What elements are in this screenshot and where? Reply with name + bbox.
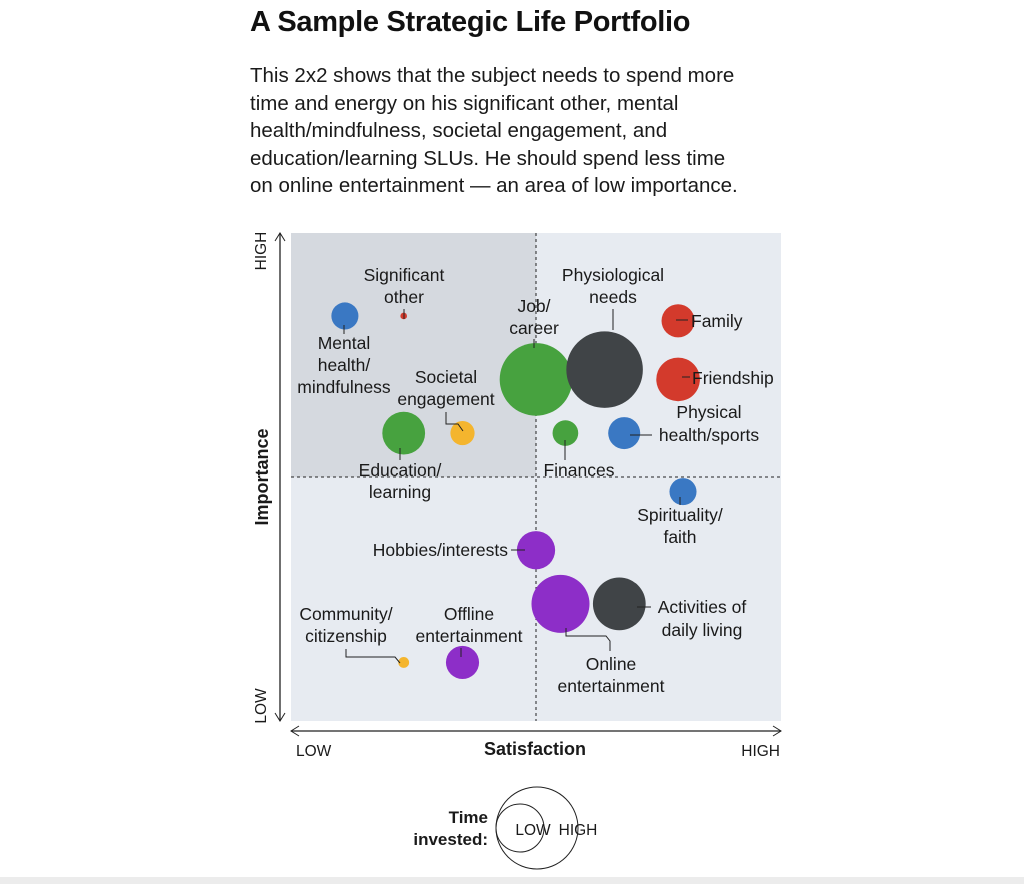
label-significant-other: Significant xyxy=(364,265,445,285)
label-job-career: Job/ xyxy=(517,296,550,316)
bubble-mental-health-mindfulness xyxy=(331,302,359,330)
y-axis-arrow-bottom xyxy=(274,712,286,722)
label-education-learning: Education/ xyxy=(359,460,442,480)
label-societal-engagement: Societal xyxy=(415,367,477,387)
label-spirituality-faith: Spirituality/ xyxy=(637,505,723,525)
leader-societal-engagement xyxy=(445,412,464,432)
label-mental-health-mindfulness: health/ xyxy=(318,355,371,375)
bubble-family xyxy=(661,304,695,338)
label-mental-health-mindfulness: Mental xyxy=(318,333,371,353)
label-societal-engagement: engagement xyxy=(397,389,494,409)
label-job-career: career xyxy=(509,318,559,338)
x-axis-arrow-right xyxy=(772,725,782,737)
bubble-offline-entertainment xyxy=(445,645,480,680)
label-community-citizenship: citizenship xyxy=(305,626,387,646)
y-axis-arrow-top xyxy=(274,232,286,242)
bubble-online-entertainment xyxy=(531,574,590,633)
bubble-societal-engagement xyxy=(450,420,475,446)
label-education-learning: learning xyxy=(369,482,431,502)
x-axis-arrow-left xyxy=(290,725,300,737)
label-significant-other: other xyxy=(384,287,424,307)
label-offline-entertainment: entertainment xyxy=(415,626,522,646)
label-physiological-needs: needs xyxy=(589,287,637,307)
chart-subtitle: This 2x2 shows that the subject needs to… xyxy=(250,62,790,200)
label-offline-entertainment: Offline xyxy=(444,604,494,624)
label-physical-health-sports: Physical xyxy=(676,402,741,422)
page-bottom-bar xyxy=(0,877,1024,884)
label-online-entertainment: Online xyxy=(586,654,637,674)
y-tick-low: LOW xyxy=(253,688,270,724)
label-activities-of-daily-living: daily living xyxy=(662,620,743,640)
bubble-community-citizenship xyxy=(398,657,410,668)
bubble-education-learning xyxy=(382,411,426,455)
bubble-job-career xyxy=(499,343,573,416)
label-community-citizenship: Community/ xyxy=(299,604,392,624)
bubble-spirituality-faith xyxy=(669,478,697,506)
bubble-physiological-needs xyxy=(566,331,643,408)
label-online-entertainment: entertainment xyxy=(557,676,664,696)
label-spirituality-faith: faith xyxy=(663,527,696,547)
size-legend-low: LOW xyxy=(515,822,551,839)
size-legend-high: HIGH xyxy=(559,822,598,839)
label-hobbies-interests: Hobbies/interests xyxy=(373,540,508,560)
label-finances: Finances xyxy=(543,460,614,480)
label-mental-health-mindfulness: mindfulness xyxy=(297,377,391,397)
bubble-physical-health-sports xyxy=(608,417,641,450)
bubble-finances xyxy=(552,420,579,446)
subtitle-line: education/learning SLUs. He should spend… xyxy=(250,146,726,170)
subtitle-line: time and energy on his significant other… xyxy=(250,91,679,115)
y-axis-title: Importance xyxy=(252,428,272,525)
size-legend-circle-low xyxy=(495,803,545,853)
x-axis-title: Satisfaction xyxy=(484,739,586,759)
label-friendship: Friendship xyxy=(692,368,774,388)
bubble-activities-of-daily-living xyxy=(592,577,646,631)
subtitle-line: health/mindfulness, societal engagement,… xyxy=(250,119,668,142)
bubble-hobbies-interests xyxy=(516,531,556,570)
bubble-friendship xyxy=(656,357,700,402)
leader-community-citizenship xyxy=(345,649,401,664)
size-legend-title: Time xyxy=(449,808,488,827)
subtitle-line: This 2x2 shows that the subject needs to… xyxy=(250,64,735,87)
label-family: Family xyxy=(691,311,743,331)
chart-title: A Sample Strategic Life Portfolio xyxy=(250,6,691,38)
label-physiological-needs: Physiological xyxy=(562,265,664,285)
subtitle-line: on online entertainment — an area of low… xyxy=(250,174,738,197)
size-legend-title: invested: xyxy=(413,830,488,849)
x-tick-high: HIGH xyxy=(741,743,780,760)
label-activities-of-daily-living: Activities of xyxy=(658,597,747,617)
y-tick-high: HIGH xyxy=(253,232,270,271)
x-tick-low: LOW xyxy=(296,743,332,760)
label-physical-health-sports: health/sports xyxy=(659,425,759,445)
leader-online-entertainment xyxy=(565,628,611,651)
